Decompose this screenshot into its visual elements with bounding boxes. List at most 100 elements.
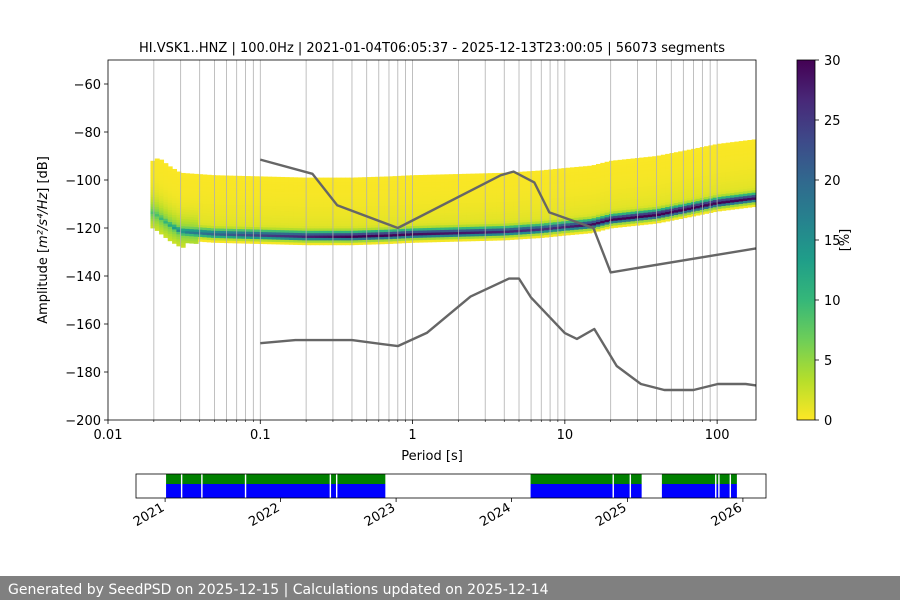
density-cell [717,182,722,185]
density-cell [669,217,675,221]
density-cell [492,192,498,196]
density-cell [167,197,173,201]
density-cell [660,197,666,201]
density-cell [496,192,502,195]
density-cell [708,183,714,187]
data-availability-timeline: 2021 2022 2023 2024 2025 2026 [131,473,767,530]
density-cell [652,161,658,164]
density-cell [435,212,441,216]
density-cell [500,218,506,222]
density-cell [457,190,463,194]
density-cell [332,242,338,246]
density-cell [487,189,493,193]
density-cell [267,179,273,182]
density-cell [189,223,195,227]
density-cell [271,227,277,230]
density-cell [626,170,632,174]
density-cell [660,166,666,170]
density-cell [280,212,286,216]
density-cell [310,228,316,231]
density-cell [457,188,463,192]
density-cell [418,191,424,195]
density-cell [461,188,467,192]
density-cell [595,175,601,179]
density-cell [500,206,506,210]
density-cell [444,231,450,235]
density-cell [310,201,316,205]
density-cell [492,233,498,236]
density-cell [198,198,203,201]
density-cell [617,222,623,226]
density-cell [193,217,199,220]
density-cell [245,202,251,206]
density-cell [552,207,558,211]
density-cell [366,227,372,231]
density-cell [652,177,658,181]
density-cell [301,225,307,229]
density-cell [262,188,268,192]
density-cell [738,165,744,168]
density-cell [461,181,467,184]
density-cell [297,242,303,246]
density-cell [513,174,519,178]
density-cell [371,184,376,187]
density-cell [150,163,156,166]
density-cell [198,224,203,228]
density-cell [323,213,329,217]
density-cell [738,141,744,144]
density-cell [228,185,234,189]
density-cell [396,197,402,201]
density-cell [332,237,338,241]
density-cell [604,171,610,175]
density-cell [379,191,385,194]
density-cell [617,205,623,209]
density-cell [600,225,606,229]
density-cell [531,235,537,239]
density-cell [457,202,463,206]
density-cell [492,209,498,212]
density-cell [487,194,493,198]
density-cell [552,197,558,201]
density-cell [258,193,264,197]
density-cell [574,195,580,199]
density-cell [215,216,221,219]
density-cell [198,210,203,213]
density-cell [306,187,312,190]
density-cell [613,205,619,209]
density-cell [267,181,273,185]
density-cell [172,212,178,215]
density-cell [340,228,346,231]
density-cell [539,218,545,222]
density-cell [479,233,485,237]
density-cell [172,233,178,237]
density-cell [474,221,480,225]
density-cell [470,231,476,235]
density-cell [241,238,247,242]
density-cell [673,183,679,187]
density-cell [639,186,645,190]
density-cell [414,175,420,178]
density-cell [461,231,467,235]
density-cell [189,235,195,239]
density-cell [422,210,428,214]
density-cell [262,176,268,180]
density-cell [249,180,255,184]
density-cell [500,180,506,183]
density-cell [466,209,472,213]
density-cell [652,192,658,196]
density-cell [595,228,601,232]
density-cell [531,221,537,225]
density-cell [578,188,584,191]
density-cell [639,176,645,180]
density-cell [353,184,359,188]
density-cell [678,160,684,164]
density-cell [608,220,614,224]
density-cell [539,172,545,176]
density-cell [509,222,515,226]
density-cell [682,188,688,192]
density-cell [198,226,203,230]
density-cell [288,213,294,217]
density-cell [219,232,225,236]
density-cell [150,189,156,193]
colorbar-tick-label: 30 [824,54,841,69]
